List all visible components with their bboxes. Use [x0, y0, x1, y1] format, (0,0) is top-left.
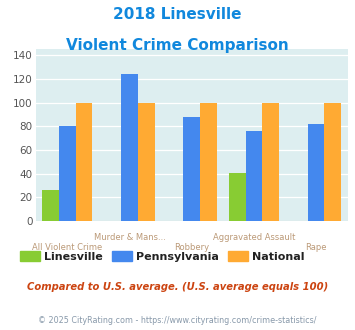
Legend: Linesville, Pennsylvania, National: Linesville, Pennsylvania, National — [20, 251, 305, 262]
Text: Compared to U.S. average. (U.S. average equals 100): Compared to U.S. average. (U.S. average … — [27, 282, 328, 292]
Text: Aggravated Assault: Aggravated Assault — [213, 233, 295, 242]
Bar — [42, 190, 59, 221]
Bar — [229, 173, 246, 221]
Bar — [200, 103, 217, 221]
Text: All Violent Crime: All Violent Crime — [32, 243, 103, 251]
Bar — [246, 131, 262, 221]
Text: © 2025 CityRating.com - https://www.cityrating.com/crime-statistics/: © 2025 CityRating.com - https://www.city… — [38, 316, 317, 325]
Bar — [308, 124, 324, 221]
Bar — [121, 74, 138, 221]
Bar — [262, 103, 279, 221]
Bar — [184, 117, 200, 221]
Bar — [324, 103, 341, 221]
Bar — [59, 126, 76, 221]
Text: 2018 Linesville: 2018 Linesville — [113, 7, 242, 21]
Text: Rape: Rape — [305, 243, 327, 251]
Bar — [138, 103, 154, 221]
Text: Robbery: Robbery — [174, 243, 209, 251]
Bar — [76, 103, 92, 221]
Text: Violent Crime Comparison: Violent Crime Comparison — [66, 38, 289, 53]
Text: Murder & Mans...: Murder & Mans... — [94, 233, 165, 242]
